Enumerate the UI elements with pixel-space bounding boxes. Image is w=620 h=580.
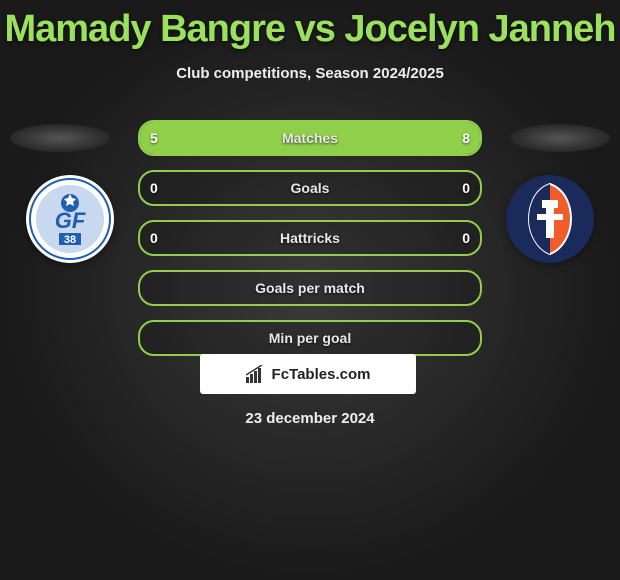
date-text: 23 december 2024 (0, 410, 620, 427)
svg-text:GF: GF (55, 208, 86, 233)
chart-icon (246, 365, 266, 383)
svg-text:38: 38 (64, 234, 76, 246)
club-logo-right (506, 175, 594, 263)
club-logo-left: GF 38 (26, 175, 114, 263)
bar-label: Hattricks (140, 230, 480, 246)
stat-bar-matches: 58Matches (138, 120, 482, 156)
watermark-text: FcTables.com (272, 366, 371, 383)
tappara-logo-icon (509, 178, 591, 260)
comparison-card: Mamady Bangre vs Jocelyn Janneh Club com… (0, 0, 620, 580)
stat-bars: 58Matches 00Goals 00Hattricks Goals per mat… (138, 120, 482, 370)
bar-label: Matches (140, 130, 480, 146)
stat-bar-hattricks: 00Hattricks (138, 220, 482, 256)
grenoble-logo-icon: GF 38 (29, 178, 111, 260)
subtitle: Club competitions, Season 2024/2025 (0, 65, 620, 82)
stat-bar-goals: 00Goals (138, 170, 482, 206)
watermark: FcTables.com (200, 354, 416, 394)
shadow-right (510, 124, 610, 152)
stat-bar-goals-per-match: Goals per match (138, 270, 482, 306)
stat-bar-min-per-goal: Min per goal (138, 320, 482, 356)
page-title: Mamady Bangre vs Jocelyn Janneh (0, 0, 620, 51)
bar-label: Min per goal (140, 330, 480, 346)
bar-label: Goals (140, 180, 480, 196)
bar-label: Goals per match (140, 280, 480, 296)
shadow-left (10, 124, 110, 152)
